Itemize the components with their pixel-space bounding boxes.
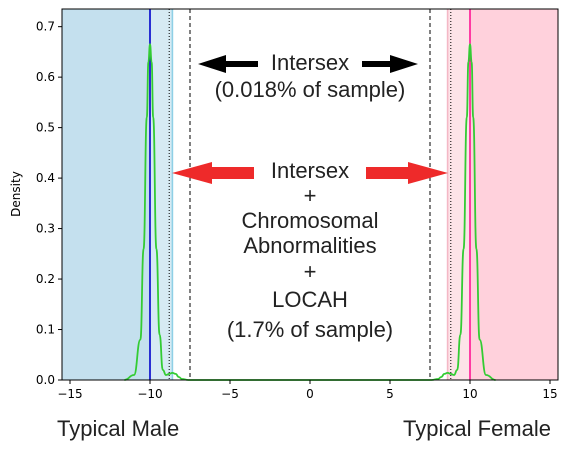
y-axis-title: Density	[9, 171, 23, 217]
combined-annotation: Intersex + Chromosomal Abnormalities + L…	[172, 158, 448, 342]
red-arrow-right	[366, 162, 448, 184]
combined-line-2: +	[304, 183, 317, 208]
intersex-annotation: Intersex (0.018% of sample)	[198, 50, 418, 102]
female-inner-region	[447, 9, 470, 380]
x-tick-label: 15	[542, 387, 557, 401]
x-tick-label: 5	[386, 387, 394, 401]
combined-line-1: Intersex	[271, 158, 349, 183]
y-tick-label: 0.3	[36, 222, 55, 236]
combined-line-3: Chromosomal	[242, 208, 379, 233]
male-region	[62, 9, 150, 380]
x-tick-label: −15	[57, 387, 82, 401]
typical-male-label: Typical Male	[57, 416, 179, 441]
y-tick-label: 0.2	[36, 272, 55, 286]
typical-female-label: Typical Female	[403, 416, 551, 441]
y-tick-label: 0.6	[36, 70, 55, 84]
y-tick-label: 0.5	[36, 121, 55, 135]
vertical-lines	[149, 9, 471, 380]
y-tick-label: 0.1	[36, 323, 55, 337]
y-tick-label: 0.0	[36, 373, 55, 387]
black-arrow-left	[198, 55, 258, 73]
intersex-label: Intersex	[271, 50, 349, 75]
male-inner-region	[150, 9, 173, 380]
y-tick-label: 0.7	[36, 20, 55, 34]
x-tick-label: 10	[462, 387, 477, 401]
y-axis: 0.0 0.1 0.2 0.3 0.4 0.5 0.6 0.7	[36, 20, 62, 387]
y-tick-label: 0.4	[36, 171, 55, 185]
x-tick-label: −5	[221, 387, 239, 401]
female-region	[470, 9, 558, 380]
red-arrow-left	[172, 162, 254, 184]
combined-line-4: Abnormalities	[243, 233, 376, 258]
black-arrow-right	[362, 55, 418, 73]
shaded-regions	[62, 9, 558, 380]
combined-line-6: LOCAH	[272, 287, 348, 312]
intersex-percent-label: (0.018% of sample)	[215, 77, 406, 102]
x-axis: −15 −10 −5 0 5 10 15	[57, 380, 558, 401]
combined-line-5: +	[304, 259, 317, 284]
x-tick-label: −10	[137, 387, 162, 401]
combined-line-7: (1.7% of sample)	[227, 317, 393, 342]
x-tick-label: 0	[306, 387, 314, 401]
